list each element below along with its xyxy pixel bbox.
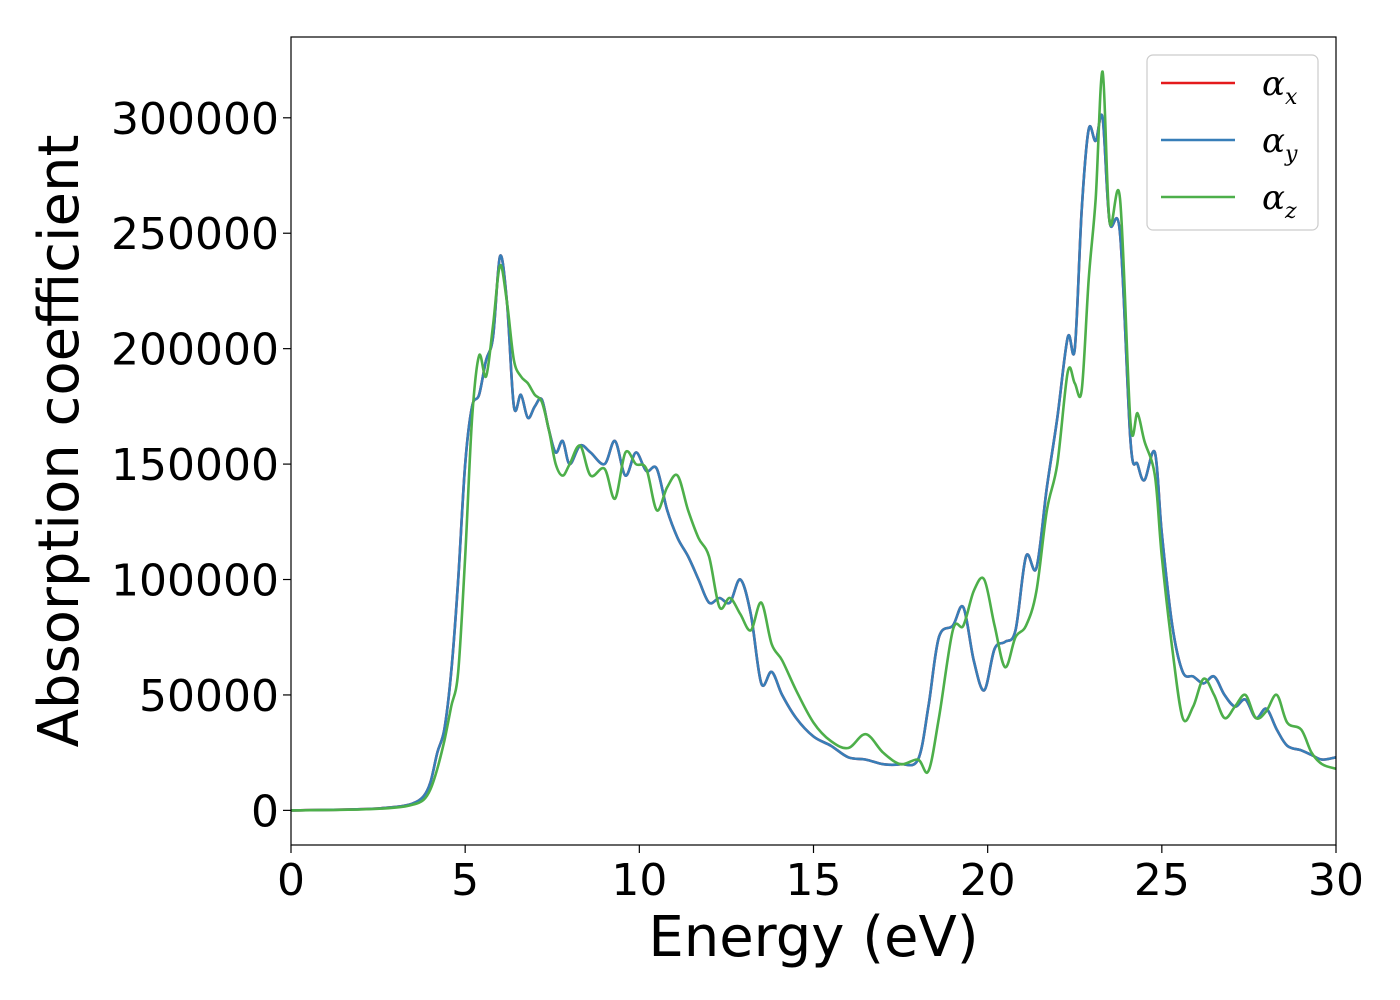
series-line-z xyxy=(291,70,1336,812)
y-tick-label: 150000 xyxy=(111,440,279,491)
legend-label-z: αz xyxy=(1262,178,1297,224)
legend-label-x: αx xyxy=(1262,64,1298,110)
y-axis: 0 50000 100000 150000 200000 250000 300000 xyxy=(111,94,291,837)
y-tick-label: 200000 xyxy=(111,325,279,376)
x-tick-label: 25 xyxy=(1134,855,1190,906)
legend-symbol: α xyxy=(1262,178,1285,218)
y-tick-label: 300000 xyxy=(111,94,279,145)
x-tick-label: 20 xyxy=(960,855,1016,906)
x-tick-label: 30 xyxy=(1308,855,1364,906)
y-axis-title: Absorption coefficient xyxy=(27,135,92,748)
legend-box xyxy=(1146,54,1319,231)
x-tick-label: 10 xyxy=(611,855,667,906)
legend-symbol: α xyxy=(1262,64,1285,104)
legend-subscript: x xyxy=(1285,85,1298,110)
y-tick-label: 0 xyxy=(251,786,279,837)
y-tick-label: 50000 xyxy=(139,671,279,722)
x-tick-label: 5 xyxy=(451,855,479,906)
y-tick-label: 100000 xyxy=(111,556,279,607)
legend-subscript: y xyxy=(1284,142,1298,167)
legend-label-y: αy xyxy=(1262,121,1298,167)
legend-symbol: α xyxy=(1262,121,1285,161)
series-layer xyxy=(291,70,1336,812)
x-axis: 0 5 10 15 20 25 30 xyxy=(277,845,1364,906)
x-tick-label: 0 xyxy=(277,855,305,906)
legend-subscript: z xyxy=(1284,199,1297,224)
x-axis-title: Energy (eV) xyxy=(648,905,978,970)
x-tick-label: 15 xyxy=(786,855,842,906)
y-tick-label: 250000 xyxy=(111,209,279,260)
